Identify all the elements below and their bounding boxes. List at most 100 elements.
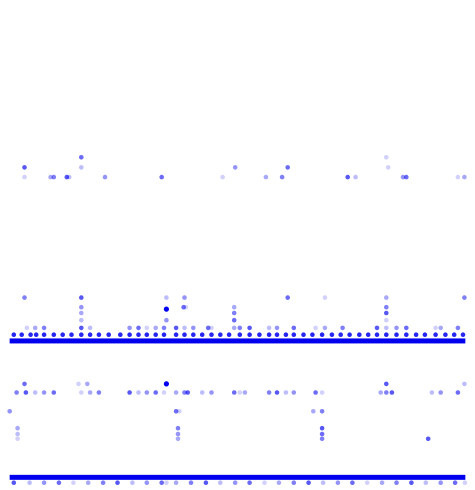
scatter-point: [173, 409, 179, 414]
scatter-point-highlight: [163, 306, 169, 312]
scatter-point: [319, 390, 325, 395]
scatter-point: [347, 332, 352, 338]
scatter-point: [71, 480, 76, 486]
scatter-point: [79, 317, 84, 323]
scatter-point: [85, 480, 91, 486]
scatter-point: [232, 480, 238, 486]
scatter-point: [79, 310, 84, 316]
scatter-point: [32, 325, 38, 331]
scatter-point: [313, 390, 318, 395]
scatter-point: [79, 390, 84, 395]
scatter-point: [48, 174, 53, 180]
scatter-point: [460, 332, 466, 338]
scatter-point: [384, 304, 389, 310]
scatter-point: [384, 332, 389, 338]
scatter-point: [320, 480, 326, 486]
scatter-point: [385, 165, 391, 170]
scatter-point: [87, 325, 93, 331]
scatter-point: [231, 304, 237, 310]
scatter-point: [51, 174, 57, 180]
scatter-point: [153, 325, 158, 331]
scatter-point: [429, 390, 435, 395]
scatter-point: [41, 332, 47, 338]
scatter-point: [266, 325, 272, 331]
scatter-point: [218, 480, 223, 486]
scatter-point: [205, 325, 211, 331]
scatter-point: [322, 295, 328, 300]
scatter-point: [23, 390, 29, 395]
scatter-point: [115, 480, 120, 486]
scatter-point: [384, 317, 389, 323]
scatter-point: [335, 480, 341, 486]
scatter-point: [452, 480, 458, 486]
band-layer: [9, 338, 466, 480]
scatter-point: [173, 480, 179, 486]
scatter-point: [374, 325, 380, 331]
scatter-point: [79, 295, 84, 300]
scatter-point: [100, 480, 106, 486]
scatter-point: [11, 480, 17, 486]
scatter-point: [266, 332, 272, 338]
scatter-point: [438, 390, 444, 395]
scatter-point: [15, 431, 20, 437]
scatter-point: [404, 325, 409, 331]
scatter-point: [274, 390, 280, 395]
scatter-point: [177, 409, 182, 414]
scatter-point: [164, 480, 169, 486]
scatter-point: [60, 332, 65, 338]
scatter-point: [226, 332, 232, 338]
scatter-point: [41, 480, 47, 486]
scatter-point: [153, 390, 158, 395]
scatter-point: [384, 325, 389, 331]
scatter-point: [102, 174, 108, 180]
scatter-point: [136, 332, 141, 338]
scatter-point: [144, 325, 150, 331]
scatter-point: [237, 390, 243, 395]
scatter-point: [462, 174, 467, 180]
scatter-point: [438, 325, 444, 331]
scatter-point: [209, 390, 214, 395]
scatter-point: [136, 325, 141, 331]
scatter-point: [338, 332, 344, 338]
scatter-point: [231, 325, 237, 331]
scatter-point: [306, 480, 311, 486]
scatter-point: [51, 332, 57, 338]
scatter-point: [263, 174, 269, 180]
scatter-point: [433, 325, 438, 331]
scatter-point: [175, 431, 181, 437]
scatter-point: [232, 165, 238, 170]
scatter-point: [379, 480, 385, 486]
scatter-point: [364, 480, 370, 486]
scatter-point: [276, 480, 282, 486]
scatter-point: [394, 332, 399, 338]
scatter-point: [175, 436, 181, 442]
scatter-point: [136, 390, 141, 395]
scatter-point: [64, 174, 70, 180]
scatter-point: [7, 409, 12, 414]
scatter-point: [182, 390, 187, 395]
scatter-point: [279, 174, 285, 180]
scatter-point: [350, 480, 355, 486]
scatter-point: [319, 409, 325, 414]
scatter-point: [159, 480, 164, 486]
scatter-point: [173, 332, 179, 338]
scatter-point: [262, 480, 267, 486]
scatter-point: [311, 409, 316, 414]
scatter-point: [394, 325, 399, 331]
scatter-point: [394, 480, 399, 486]
scatter-point: [220, 174, 225, 180]
scatter-point: [79, 304, 84, 310]
scatter-point: [15, 425, 20, 431]
scatter-point: [384, 155, 389, 160]
scatter-point: [188, 480, 194, 486]
scatter-point: [41, 390, 47, 395]
scatter-point: [79, 165, 84, 170]
scatter-point: [400, 174, 406, 180]
scatter-point: [79, 332, 84, 338]
scatter-point: [291, 390, 297, 395]
scatter-point: [462, 480, 468, 486]
scatter-point: [144, 332, 150, 338]
scatter-point: [199, 332, 205, 338]
scatter-point: [161, 325, 167, 331]
scatter-point: [384, 390, 389, 395]
